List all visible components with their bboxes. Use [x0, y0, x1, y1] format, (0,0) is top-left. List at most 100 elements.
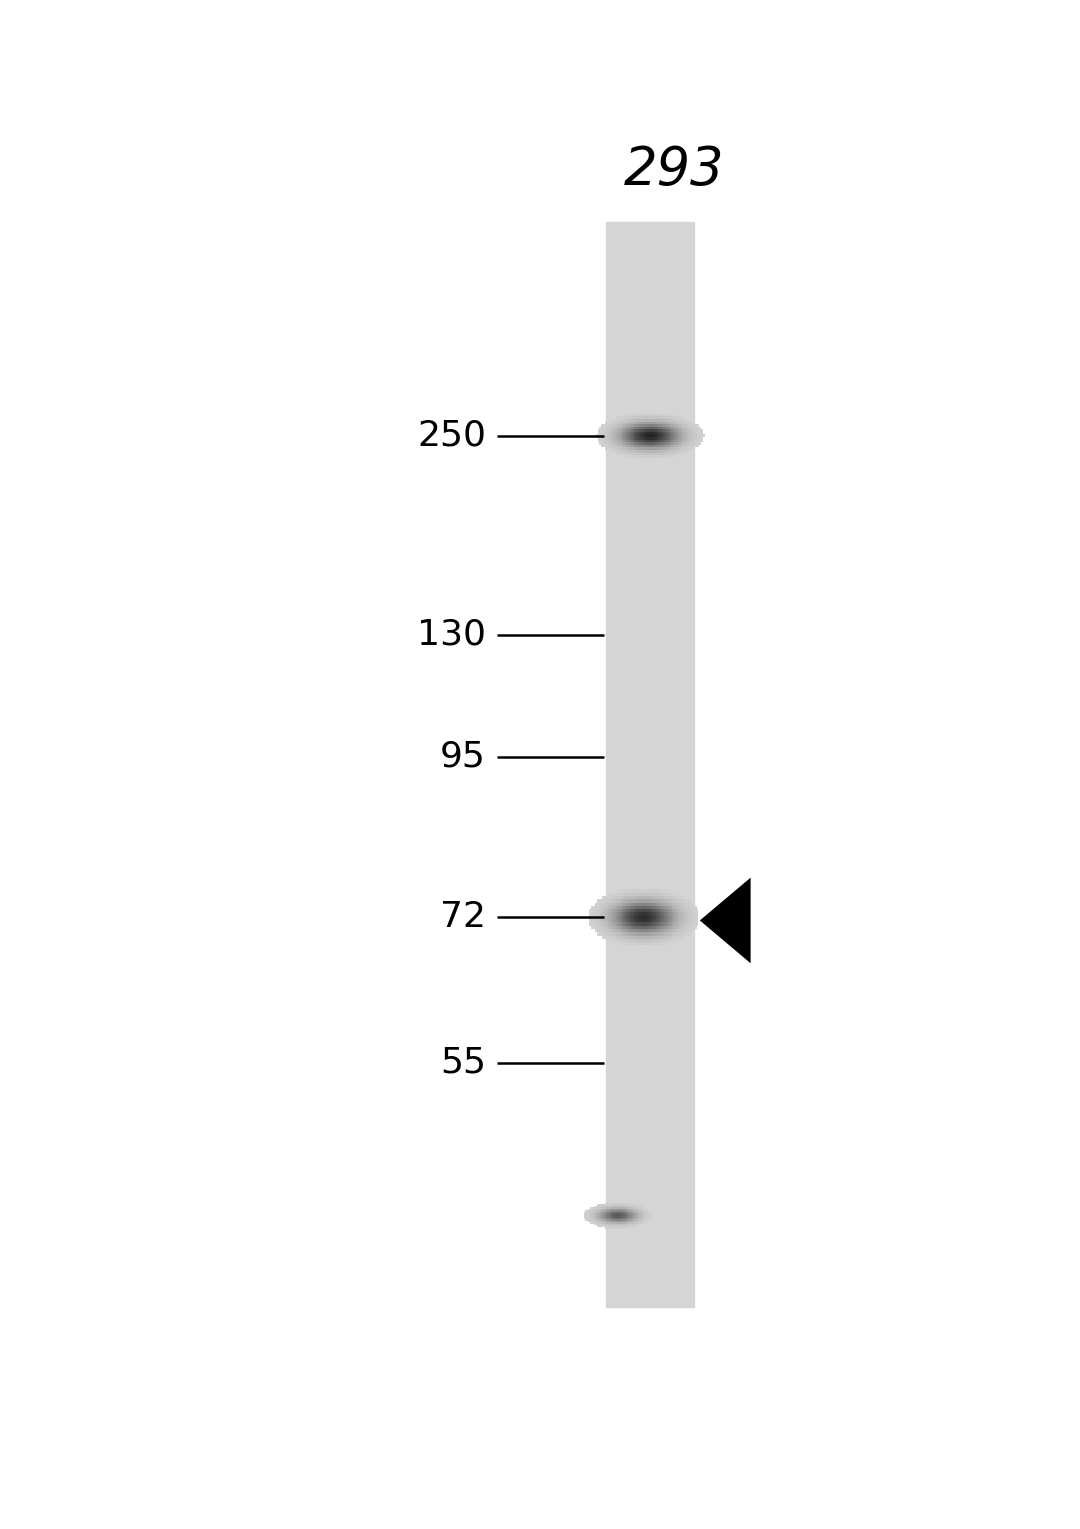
- Bar: [597, 1209, 598, 1211]
- Bar: [625, 427, 627, 430]
- Bar: [633, 893, 635, 896]
- Bar: [688, 427, 690, 430]
- Bar: [623, 936, 625, 939]
- Bar: [597, 1216, 598, 1217]
- Bar: [634, 445, 636, 448]
- Bar: [689, 905, 691, 910]
- Bar: [672, 430, 673, 431]
- Bar: [686, 431, 688, 434]
- Bar: [643, 1214, 644, 1216]
- Bar: [622, 930, 623, 933]
- Bar: [606, 1205, 607, 1206]
- Bar: [617, 1209, 619, 1211]
- Bar: [606, 896, 608, 899]
- Bar: [616, 437, 618, 440]
- Bar: [631, 910, 633, 913]
- Bar: [625, 899, 627, 902]
- Bar: [647, 910, 648, 913]
- Bar: [615, 442, 616, 445]
- Bar: [642, 456, 644, 457]
- Bar: [595, 1217, 596, 1220]
- Bar: [599, 430, 602, 431]
- Bar: [686, 448, 688, 450]
- Bar: [670, 922, 672, 925]
- Bar: [666, 456, 667, 457]
- Bar: [605, 1220, 606, 1223]
- Bar: [624, 1211, 625, 1212]
- Bar: [637, 893, 639, 896]
- Bar: [585, 1214, 586, 1216]
- Bar: [688, 448, 690, 450]
- Bar: [639, 939, 640, 942]
- Bar: [662, 930, 664, 933]
- Bar: [696, 437, 698, 440]
- Bar: [698, 437, 699, 440]
- Bar: [613, 1209, 615, 1211]
- Bar: [658, 930, 660, 933]
- Bar: [634, 453, 636, 456]
- Bar: [597, 440, 599, 442]
- Bar: [610, 916, 612, 919]
- Bar: [595, 1211, 596, 1212]
- Bar: [643, 899, 645, 902]
- Bar: [679, 936, 681, 939]
- Bar: [646, 437, 647, 440]
- Bar: [664, 434, 666, 437]
- Bar: [665, 933, 667, 936]
- Bar: [644, 1212, 646, 1214]
- Bar: [589, 1214, 590, 1216]
- Bar: [672, 448, 673, 450]
- Bar: [638, 414, 640, 416]
- Bar: [613, 1216, 615, 1217]
- Bar: [645, 910, 647, 913]
- Bar: [693, 442, 696, 445]
- Bar: [625, 434, 627, 437]
- Bar: [677, 910, 679, 913]
- Bar: [611, 1214, 612, 1216]
- Bar: [635, 902, 637, 905]
- Bar: [631, 453, 633, 456]
- Bar: [627, 427, 629, 430]
- Bar: [631, 913, 633, 916]
- Bar: [625, 905, 627, 910]
- Bar: [592, 1209, 593, 1211]
- Bar: [639, 890, 640, 893]
- Bar: [639, 913, 640, 916]
- Bar: [612, 1214, 613, 1216]
- Bar: [651, 416, 653, 419]
- Bar: [596, 434, 597, 437]
- Bar: [632, 1208, 633, 1209]
- Bar: [633, 431, 634, 434]
- Bar: [625, 416, 627, 419]
- Bar: [631, 905, 633, 910]
- Bar: [589, 919, 591, 922]
- Bar: [591, 916, 593, 919]
- Bar: [690, 445, 691, 448]
- Bar: [675, 453, 677, 456]
- Bar: [696, 442, 698, 445]
- Bar: [634, 431, 636, 434]
- Bar: [608, 1205, 610, 1206]
- Bar: [605, 902, 606, 905]
- Bar: [683, 910, 685, 913]
- Bar: [625, 1211, 627, 1212]
- Bar: [670, 893, 672, 896]
- Bar: [609, 448, 610, 450]
- Bar: [643, 1211, 644, 1212]
- Bar: [646, 440, 647, 442]
- Bar: [645, 942, 647, 945]
- Bar: [612, 1205, 613, 1206]
- Bar: [658, 939, 660, 942]
- Bar: [603, 1220, 604, 1223]
- Bar: [657, 419, 659, 422]
- Bar: [660, 445, 662, 448]
- Bar: [639, 910, 640, 913]
- Bar: [631, 445, 633, 448]
- Bar: [647, 925, 648, 930]
- Bar: [678, 453, 680, 456]
- Bar: [590, 1211, 592, 1212]
- Bar: [586, 1217, 588, 1220]
- Bar: [677, 424, 678, 427]
- Bar: [622, 916, 623, 919]
- Bar: [603, 437, 605, 440]
